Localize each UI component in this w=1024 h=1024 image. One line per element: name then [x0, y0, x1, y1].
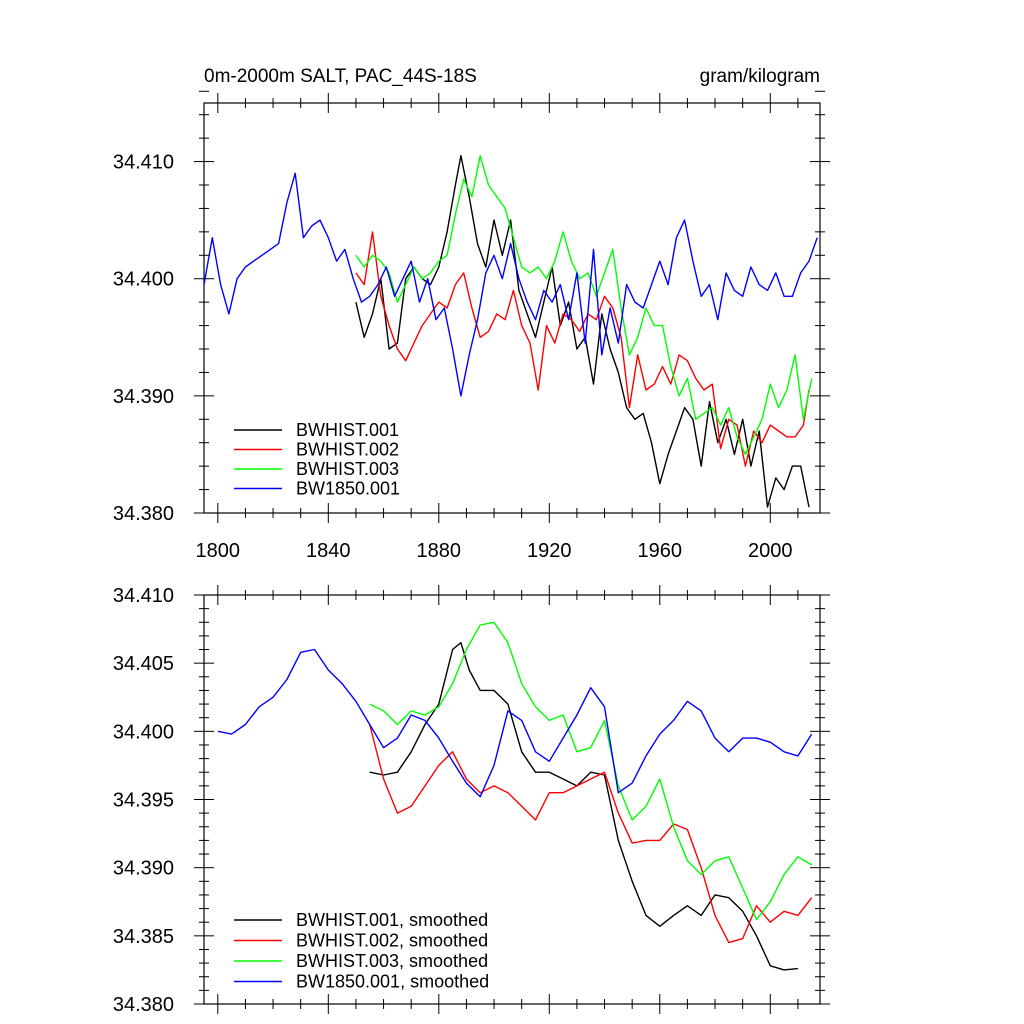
top-chart-panel: 0m-2000m SALT, PAC_44S-18S gram/kilogram… [113, 66, 830, 562]
chart-title: 0m-2000m SALT, PAC_44S-18S [204, 66, 477, 87]
x-tick-label: 1840 [306, 540, 351, 562]
y-tick-label: 34.410 [113, 152, 174, 174]
y-tick-label: 34.390 [113, 858, 174, 880]
y-tick-label: 34.400 [113, 269, 174, 291]
series-line-bwhist-002 [355, 231, 810, 467]
y-tick-label: 34.405 [113, 653, 174, 675]
x-tick-label: 1960 [638, 540, 683, 562]
y-tick-label: 34.395 [113, 790, 174, 812]
y-tick-label: 34.410 [113, 585, 174, 607]
y-tick-label: 34.380 [113, 503, 174, 525]
legend-label: BWHIST.002, smoothed [296, 931, 488, 951]
legend-label: BW1850.001 [296, 479, 400, 499]
series-line-bwhist-003-smoothed [369, 621, 813, 921]
y-tick-label: 34.385 [113, 926, 174, 948]
x-tick-label: 1800 [196, 540, 241, 562]
series-line-bw1850-001-smoothed [217, 648, 813, 798]
legend-label: BWHIST.001, smoothed [296, 910, 488, 930]
plot-frame [203, 102, 821, 514]
legend-label: BWHIST.003 [296, 459, 399, 479]
legend-label: BW1850.001, smoothed [296, 972, 489, 992]
y-tick-label: 34.400 [113, 721, 174, 743]
series-line-bwhist-001 [355, 154, 810, 508]
chart-units: gram/kilogram [700, 66, 820, 87]
x-tick-label: 2000 [748, 540, 793, 562]
legend-label: BWHIST.002 [296, 440, 399, 460]
legend-label: BWHIST.001 [296, 420, 399, 440]
series-line-bw1850-001 [203, 172, 818, 397]
series-line-bwhist-003 [355, 154, 813, 456]
x-tick-label: 1880 [417, 540, 462, 562]
y-tick-label: 34.380 [113, 994, 174, 1016]
y-tick-label: 34.390 [113, 386, 174, 408]
legend-label: BWHIST.003, smoothed [296, 951, 488, 971]
x-tick-label: 1920 [527, 540, 572, 562]
series-line-bwhist-002-smoothed [369, 724, 813, 944]
bottom-chart-panel: 34.380 34.385 34.390 34.395 34.400 34.405 34.4… [113, 585, 830, 1016]
